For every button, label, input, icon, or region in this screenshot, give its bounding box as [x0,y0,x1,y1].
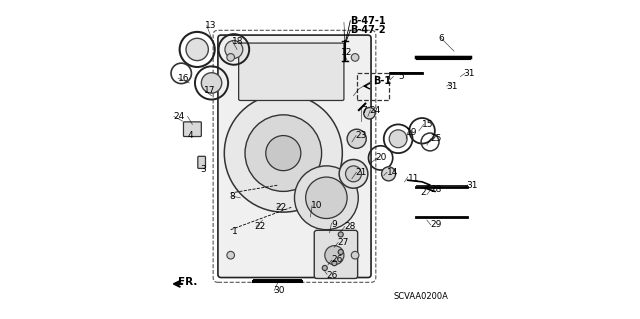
Text: 24: 24 [369,106,381,115]
Text: 14: 14 [387,168,398,177]
FancyBboxPatch shape [314,230,358,278]
Text: 5: 5 [398,72,404,81]
Text: 8: 8 [229,192,235,201]
Text: 11: 11 [408,174,419,183]
Text: 22: 22 [255,222,266,231]
Text: 26: 26 [331,256,342,264]
Text: 1: 1 [232,227,238,236]
Circle shape [351,54,359,61]
Circle shape [225,41,243,58]
Text: 30: 30 [274,286,285,295]
Text: 21: 21 [355,168,367,177]
FancyBboxPatch shape [239,43,344,100]
Circle shape [364,108,375,119]
Circle shape [381,167,396,181]
Circle shape [202,73,221,93]
Circle shape [306,177,347,219]
Text: 12: 12 [340,48,352,57]
Text: 7: 7 [362,106,367,115]
Circle shape [351,251,359,259]
Text: 19: 19 [406,128,418,137]
Text: 24: 24 [173,112,184,121]
Circle shape [245,115,321,191]
Text: 4: 4 [188,131,193,140]
Circle shape [347,129,366,148]
Text: 3: 3 [200,165,206,174]
Text: 15: 15 [422,120,433,129]
Text: 27: 27 [337,238,349,247]
Text: 22: 22 [275,203,287,212]
Text: 31: 31 [463,69,475,78]
Text: FR.: FR. [178,277,197,287]
Text: 28: 28 [430,185,442,194]
Text: B-47-1: B-47-1 [350,16,386,26]
Circle shape [224,94,342,212]
Text: SCVAA0200A: SCVAA0200A [394,292,448,301]
Text: 6: 6 [438,34,444,43]
Circle shape [227,54,234,61]
Text: 28: 28 [344,222,355,231]
Text: 10: 10 [311,201,323,210]
Circle shape [346,166,362,182]
Text: B-47-2: B-47-2 [350,25,386,35]
Circle shape [389,130,407,148]
Text: 18: 18 [232,37,244,46]
Circle shape [332,261,337,266]
Circle shape [324,246,344,265]
Text: B-1: B-1 [372,76,391,86]
Circle shape [322,265,327,271]
Text: 23: 23 [355,131,367,140]
Text: 31: 31 [467,181,478,189]
FancyBboxPatch shape [218,35,371,278]
Circle shape [294,166,358,230]
Text: 2: 2 [420,189,426,197]
Text: 16: 16 [178,74,189,83]
Text: 25: 25 [430,134,442,143]
Text: 17: 17 [204,86,215,95]
Circle shape [338,249,343,255]
Circle shape [338,232,343,237]
Text: 26: 26 [326,271,338,280]
Circle shape [227,251,234,259]
FancyBboxPatch shape [184,122,202,137]
Circle shape [186,38,209,61]
Text: 9: 9 [331,220,337,229]
Circle shape [266,136,301,171]
Circle shape [339,160,368,188]
Text: 31: 31 [446,82,458,91]
Text: 20: 20 [376,153,387,162]
FancyBboxPatch shape [198,156,205,168]
Text: 29: 29 [430,220,442,229]
Text: 13: 13 [205,21,217,30]
